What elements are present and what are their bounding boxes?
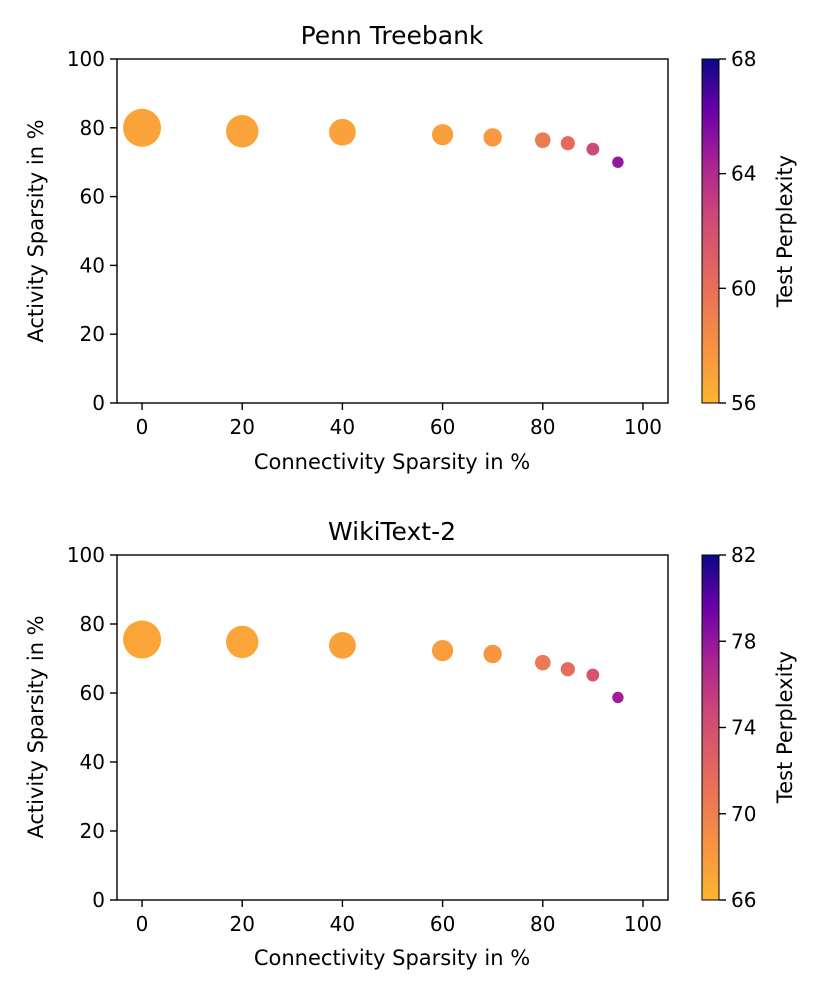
data-point bbox=[483, 644, 502, 664]
data-point bbox=[586, 142, 600, 156]
data-point bbox=[123, 108, 162, 147]
plot-frame bbox=[116, 554, 669, 901]
x-tick-label: 40 bbox=[330, 912, 355, 936]
y-tick-label: 80 bbox=[80, 116, 105, 140]
y-tick-label: 20 bbox=[80, 322, 105, 346]
data-point bbox=[612, 691, 624, 704]
x-axis-label: Connectivity Sparsity in % bbox=[254, 450, 530, 474]
x-tick-label: 80 bbox=[530, 415, 555, 439]
colorbar-tick-label: 82 bbox=[731, 543, 756, 567]
data-point bbox=[612, 156, 624, 168]
data-point bbox=[329, 631, 356, 659]
chart-title: Penn Treebank bbox=[301, 21, 484, 50]
data-point bbox=[560, 662, 575, 677]
y-tick-label: 60 bbox=[80, 185, 105, 209]
x-tick-label: 100 bbox=[624, 912, 662, 936]
plot-frame bbox=[116, 58, 669, 404]
x-tick-label: 60 bbox=[430, 912, 455, 936]
data-point bbox=[329, 118, 356, 146]
x-tick-label: 20 bbox=[230, 912, 255, 936]
y-tick-label: 40 bbox=[80, 253, 105, 277]
data-point bbox=[431, 639, 454, 662]
colorbar-tick-label: 60 bbox=[731, 276, 756, 300]
colorbar-tick-label: 74 bbox=[731, 716, 756, 740]
x-tick-label: 0 bbox=[136, 415, 149, 439]
x-tick-label: 100 bbox=[624, 415, 662, 439]
y-tick-label: 100 bbox=[67, 47, 105, 71]
x-tick-label: 0 bbox=[136, 912, 149, 936]
y-axis-label: Activity Sparsity in % bbox=[24, 119, 48, 342]
points bbox=[123, 108, 624, 168]
colorbar-ticks: 56 60 64 68 bbox=[719, 47, 756, 415]
data-point bbox=[123, 620, 162, 659]
chart-title: WikiText-2 bbox=[328, 517, 456, 546]
x-tick-label: 60 bbox=[430, 415, 455, 439]
data-point bbox=[586, 668, 600, 682]
y-tick-label: 100 bbox=[67, 543, 105, 567]
data-point bbox=[560, 136, 575, 151]
x-tick-label: 40 bbox=[330, 415, 355, 439]
y-tick-label: 0 bbox=[92, 391, 105, 415]
data-point bbox=[431, 124, 454, 146]
colorbar bbox=[701, 58, 720, 404]
y-axis-label: Activity Sparsity in % bbox=[24, 615, 48, 838]
points bbox=[123, 620, 624, 704]
data-point bbox=[534, 132, 551, 148]
data-point bbox=[226, 115, 259, 148]
y-tick-label: 60 bbox=[80, 681, 105, 705]
y-ticks: 0 20 40 60 80 100 bbox=[67, 47, 117, 415]
data-point bbox=[534, 654, 551, 671]
data-point bbox=[483, 128, 502, 147]
y-tick-label: 40 bbox=[80, 750, 105, 774]
y-tick-label: 0 bbox=[92, 888, 105, 912]
data-point bbox=[226, 625, 259, 659]
x-tick-label: 20 bbox=[230, 415, 255, 439]
x-ticks: 0 20 40 60 80 100 bbox=[136, 403, 662, 439]
x-tick-label: 80 bbox=[530, 912, 555, 936]
colorbar-tick-label: 66 bbox=[731, 888, 756, 912]
colorbar-tick-label: 64 bbox=[731, 162, 756, 186]
y-tick-label: 20 bbox=[80, 819, 105, 843]
y-ticks: 0 20 40 60 80 100 bbox=[67, 543, 117, 912]
colorbar bbox=[701, 554, 720, 901]
x-axis-label: Connectivity Sparsity in % bbox=[254, 946, 530, 970]
colorbar-tick-label: 56 bbox=[731, 391, 756, 415]
colorbar-label: Test Perplexity bbox=[773, 155, 797, 308]
colorbar-ticks: 66 70 74 78 82 bbox=[719, 543, 756, 912]
colorbar-label: Test Perplexity bbox=[773, 651, 797, 804]
x-ticks: 0 20 40 60 80 100 bbox=[136, 900, 662, 936]
chart-wikitext-2: WikiText-2 0 20 40 60 80 100 0 20 40 60 80 100 Con… bbox=[24, 517, 797, 970]
y-tick-label: 80 bbox=[80, 612, 105, 636]
colorbar-tick-label: 68 bbox=[731, 47, 756, 71]
colorbar-tick-label: 70 bbox=[731, 802, 756, 826]
colorbar-tick-label: 78 bbox=[731, 629, 756, 653]
